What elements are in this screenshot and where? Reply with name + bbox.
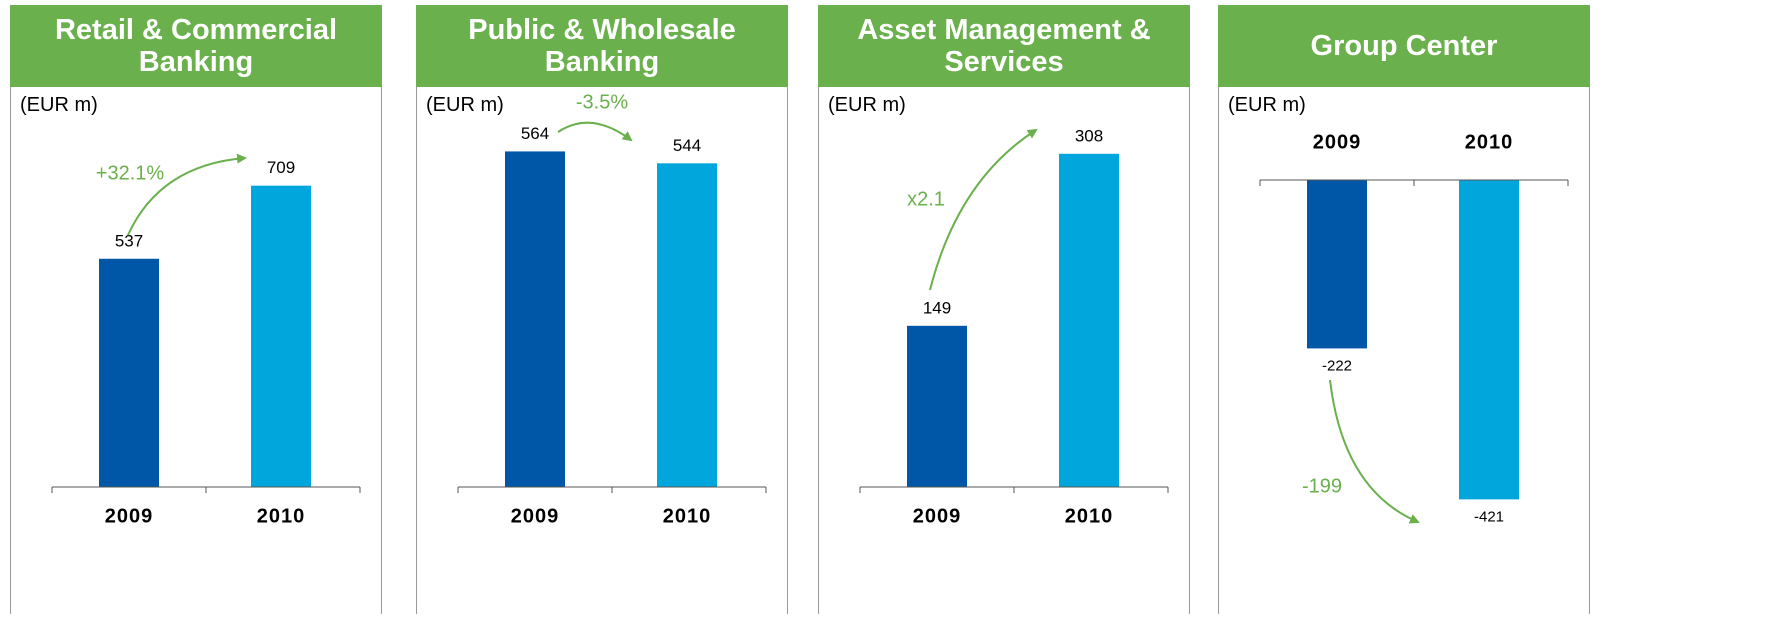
chart: 564 2009 544 2010 -3.5% — [457, 91, 767, 527]
chart-title: Group Center — [1218, 5, 1590, 87]
bar — [1307, 180, 1367, 349]
bar — [99, 258, 159, 487]
change-annotation: +32.1% — [96, 162, 165, 184]
x-tick-label: 2010 — [1065, 505, 1114, 527]
data-label: -222 — [1322, 357, 1352, 374]
x-tick-label: 2009 — [105, 505, 154, 527]
x-tick-label: 2009 — [1313, 131, 1362, 153]
unit-label: (EUR m) — [828, 94, 906, 116]
x-tick-label: 2010 — [663, 505, 712, 527]
change-annotation: -3.5% — [576, 91, 628, 113]
chart-title: Retail & Commercial Banking — [10, 5, 382, 87]
bar — [505, 151, 565, 488]
chart-panel: 564 2009 544 2010 -3.5% Public & Wholesale Ba… — [416, 0, 788, 614]
unit-label: (EUR m) — [1228, 94, 1306, 116]
chart-panel: 537 2009 709 2010 +32.1% Retail & Commercial … — [10, 0, 382, 614]
change-arrow — [1329, 379, 1420, 524]
chart-title: Asset Management & Services — [818, 5, 1190, 87]
chart: 149 2009 308 2010 x2.1 — [859, 126, 1169, 527]
data-label: 709 — [267, 158, 295, 177]
panel-frame — [818, 87, 1190, 614]
panel-frame — [1218, 87, 1590, 614]
change-arrow — [127, 153, 247, 236]
x-tick-label: 2010 — [1465, 131, 1514, 153]
bar — [1059, 153, 1119, 488]
change-annotation: -199 — [1302, 475, 1342, 497]
bar — [1459, 180, 1519, 500]
chart: 537 2009 709 2010 +32.1% — [51, 153, 361, 527]
x-tick-label: 2010 — [257, 505, 306, 527]
unit-label: (EUR m) — [426, 94, 504, 116]
change-arrow — [557, 121, 633, 142]
chart-panel: -222 2009 -421 2010 -199 Group Center (EUR m) — [1218, 0, 1590, 614]
bar — [251, 185, 311, 488]
data-label: 308 — [1075, 126, 1103, 145]
bar — [657, 163, 717, 487]
chart: -222 2009 -421 2010 -199 — [1259, 131, 1569, 525]
bar — [907, 325, 967, 487]
data-label: 149 — [923, 298, 951, 317]
data-label: -421 — [1474, 508, 1504, 525]
change-annotation: x2.1 — [907, 188, 945, 210]
panel-frame — [416, 87, 788, 614]
data-label: 537 — [115, 231, 143, 250]
x-tick-label: 2009 — [913, 505, 962, 527]
data-label: 564 — [521, 124, 549, 143]
chart-title: Public & Wholesale Banking — [416, 5, 788, 87]
change-arrow — [929, 128, 1038, 291]
panel-frame — [10, 87, 382, 614]
chart-panel: 149 2009 308 2010 x2.1 Asset Management & Ser… — [818, 0, 1190, 614]
unit-label: (EUR m) — [20, 94, 98, 116]
data-label: 544 — [673, 136, 701, 155]
x-tick-label: 2009 — [511, 505, 560, 527]
